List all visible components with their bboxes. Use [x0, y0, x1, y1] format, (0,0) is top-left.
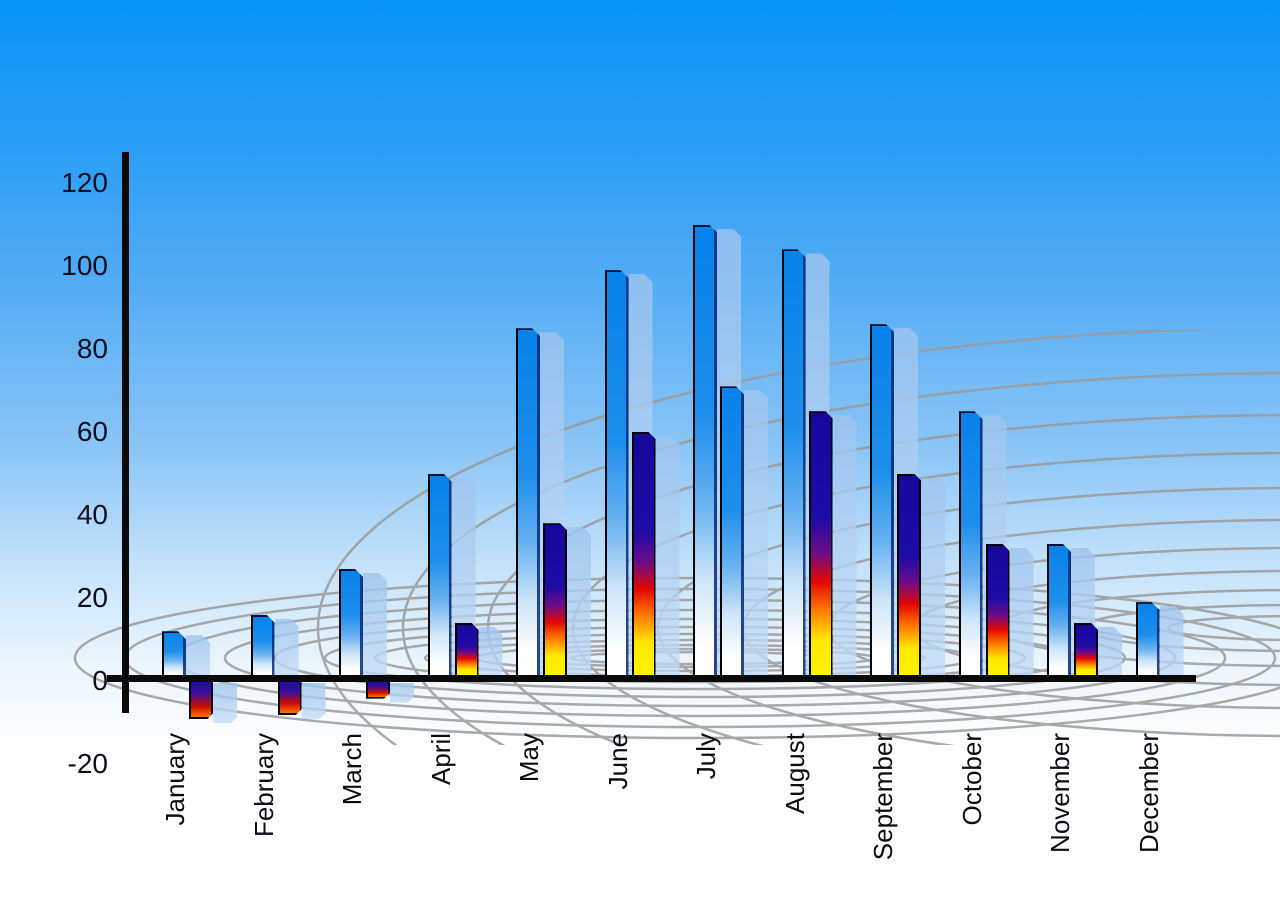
bar-secondary-october	[986, 544, 1010, 677]
bar-primary-august	[782, 249, 806, 677]
bar-shadow-secondary-may	[567, 527, 591, 677]
bar-shadow-secondary-march	[390, 683, 414, 703]
bar-primary-january	[162, 631, 186, 677]
x-label-september: September	[868, 733, 898, 861]
bar-shadow-primary-january	[186, 635, 210, 677]
bar-primary-june	[605, 270, 629, 677]
bar-primary-february	[251, 615, 275, 677]
bar-primary-july	[693, 225, 717, 678]
bar-secondary-april	[455, 623, 479, 677]
bar-primary-april	[428, 474, 452, 678]
x-label-march: March	[337, 733, 367, 806]
bar-secondary-february	[278, 682, 302, 715]
y-tick-100: 100	[61, 250, 108, 281]
bar-shadow-primary-march	[363, 573, 387, 677]
bar-secondary-september	[897, 474, 921, 678]
bar-shadow-secondary-august	[833, 415, 857, 677]
bar-shadow-secondary-january	[213, 683, 237, 723]
bar-secondary-july	[720, 386, 744, 677]
y-tick-120: 120	[61, 167, 108, 198]
bar-shadow-secondary-june	[656, 436, 680, 677]
bar-shadow-secondary-november	[1098, 627, 1122, 677]
x-axis-line	[107, 675, 1196, 682]
x-label-october: October	[956, 733, 987, 826]
x-label-july: July	[691, 733, 721, 780]
bar-primary-september	[870, 324, 894, 677]
bar-shadow-primary-february	[275, 619, 299, 677]
bar-primary-october	[959, 411, 983, 677]
bar-secondary-march	[366, 682, 390, 699]
y-tick-0: 0	[92, 665, 108, 696]
y-tick-40: 40	[76, 499, 108, 530]
bar-secondary-june	[632, 432, 656, 677]
y-tick-20: 20	[76, 582, 108, 613]
bar-shadow-primary-december	[1160, 606, 1184, 677]
y-axis-line	[122, 152, 129, 713]
bar-primary-december	[1136, 602, 1160, 677]
y-tick-60: 60	[76, 416, 108, 447]
bar-secondary-may	[543, 523, 567, 677]
bar-primary-november	[1047, 544, 1071, 677]
x-label-august: August	[779, 733, 810, 814]
bar-shadow-secondary-october	[1010, 548, 1034, 677]
bar-shadow-secondary-april	[479, 627, 503, 677]
x-label-april: April	[425, 733, 456, 786]
x-label-may: May	[514, 733, 544, 783]
bar-primary-march	[339, 569, 363, 677]
y-tick--20: -20	[67, 748, 108, 779]
x-label-june: June	[602, 733, 633, 790]
x-label-december: December	[1133, 733, 1164, 853]
x-label-november: November	[1045, 733, 1075, 853]
x-label-january: January	[160, 733, 190, 826]
bar-primary-may	[516, 328, 540, 677]
bar-secondary-november	[1074, 623, 1098, 677]
bar-secondary-january	[189, 682, 213, 719]
x-label-february: February	[248, 733, 279, 838]
bar-secondary-august	[809, 411, 833, 677]
y-tick-80: 80	[76, 333, 108, 364]
bar-shadow-secondary-february	[302, 683, 326, 719]
bar-shadow-secondary-september	[921, 478, 945, 678]
bar-shadow-secondary-july	[744, 390, 768, 677]
